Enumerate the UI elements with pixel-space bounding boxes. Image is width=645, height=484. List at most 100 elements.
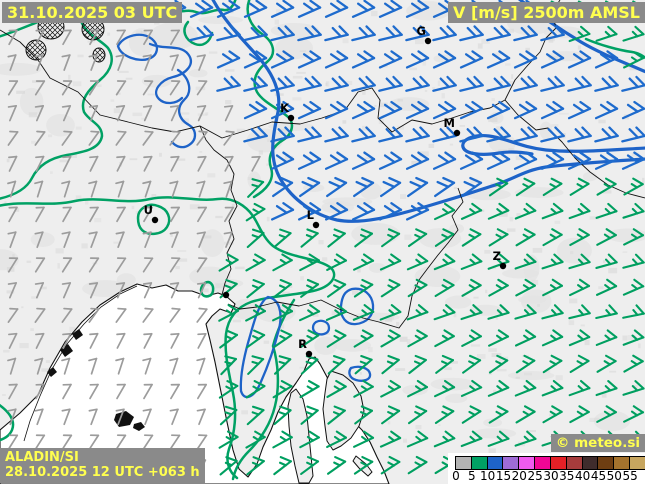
legend-swatch	[549, 456, 567, 470]
wind-barb	[432, 100, 457, 120]
wind-barb	[378, 25, 403, 42]
legend-swatch	[518, 456, 536, 470]
wind-barb	[378, 202, 403, 221]
wind-barb	[432, 50, 457, 69]
wind-barb	[594, 100, 619, 120]
wind-barb	[246, 405, 265, 426]
wind-barb	[61, 231, 71, 249]
wind-barb	[486, 126, 511, 143]
wind-barb	[170, 206, 180, 223]
wind-barb	[596, 228, 617, 246]
wind-barb	[432, 75, 457, 92]
wind-barb	[622, 25, 645, 42]
wind-barb	[542, 177, 563, 197]
wind-barb	[34, 231, 44, 249]
wind-barb	[297, 0, 322, 18]
wind-barb	[35, 29, 45, 46]
wind-barb	[514, 253, 537, 270]
wind-barb	[353, 455, 374, 475]
wind-barb	[514, 430, 537, 447]
wind-barb	[115, 282, 126, 299]
wind-barb	[378, 151, 403, 170]
wind-barb	[351, 151, 376, 170]
wind-barb	[300, 456, 320, 475]
wind-barb	[407, 176, 429, 198]
wind-barb	[300, 405, 319, 425]
wind-barb	[88, 105, 99, 122]
wind-barb	[568, 379, 591, 397]
wind-barb	[88, 357, 98, 375]
wind-barb	[378, 75, 403, 92]
wind-barb	[62, 206, 72, 223]
wind-barb	[568, 253, 591, 270]
wind-barb	[34, 54, 44, 71]
wind-barb	[407, 329, 428, 348]
wind-barb	[459, 100, 484, 120]
wind-barb	[88, 257, 100, 273]
wind-barb	[35, 383, 45, 400]
wind-barb	[116, 206, 126, 223]
wind-barb	[567, 50, 592, 69]
wind-barb	[196, 434, 208, 450]
wind-barb	[243, 100, 268, 120]
wind-barb	[142, 282, 153, 299]
wind-barb	[542, 354, 563, 374]
wind-barb	[115, 180, 125, 198]
wind-barb	[7, 231, 17, 249]
wind-barb	[89, 155, 99, 172]
city-dot	[499, 262, 507, 270]
wind-barb	[380, 379, 401, 398]
wind-barb	[352, 304, 375, 321]
wind-barb	[34, 257, 46, 273]
wind-barb	[405, 100, 430, 120]
wind-barb	[569, 278, 591, 297]
wind-barb	[246, 228, 265, 249]
wind-barb	[196, 80, 208, 96]
wind-barb	[220, 355, 238, 376]
wind-barb	[568, 202, 591, 220]
wind-barb	[381, 354, 400, 375]
wind-barb	[487, 430, 510, 447]
wind-barb	[8, 206, 18, 223]
wind-barb	[272, 329, 293, 349]
wind-barb	[541, 202, 564, 220]
wind-barb	[224, 206, 234, 223]
wind-barb	[299, 253, 320, 272]
wind-barb	[299, 379, 320, 399]
wind-barb	[327, 405, 346, 425]
wind-barb	[116, 332, 126, 349]
legend-swatch	[502, 456, 520, 470]
wind-barb	[487, 304, 510, 320]
wind-barb	[218, 304, 239, 322]
wind-barb	[7, 104, 17, 122]
wind-barb	[515, 177, 536, 197]
wind-barb	[169, 434, 181, 450]
wind-barb	[568, 304, 591, 320]
wind-barb	[434, 329, 455, 348]
wind-barb	[243, 126, 268, 143]
city-dot	[305, 350, 313, 358]
wind-barb	[433, 430, 456, 448]
wind-barb	[223, 231, 233, 248]
wind-barb	[170, 383, 180, 400]
wind-barb	[594, 50, 619, 69]
wind-barb	[540, 100, 565, 120]
wind-barb	[461, 176, 483, 198]
wind-barb	[353, 176, 375, 198]
wind-barb	[169, 307, 181, 323]
wind-barb	[460, 202, 483, 220]
wind-barb	[143, 332, 153, 349]
copyright-label: © meteo.si	[550, 433, 645, 452]
wind-barb	[272, 430, 293, 449]
wind-barb	[513, 50, 538, 69]
wind-barb	[8, 332, 18, 349]
wind-barb	[541, 329, 564, 347]
wind-barb	[223, 180, 233, 198]
wind-barb	[7, 257, 19, 273]
wind-barb	[273, 278, 292, 299]
wind-barb	[623, 51, 645, 69]
wind-barb	[407, 379, 429, 398]
country-borders	[0, 0, 645, 329]
wind-barb	[354, 228, 374, 248]
